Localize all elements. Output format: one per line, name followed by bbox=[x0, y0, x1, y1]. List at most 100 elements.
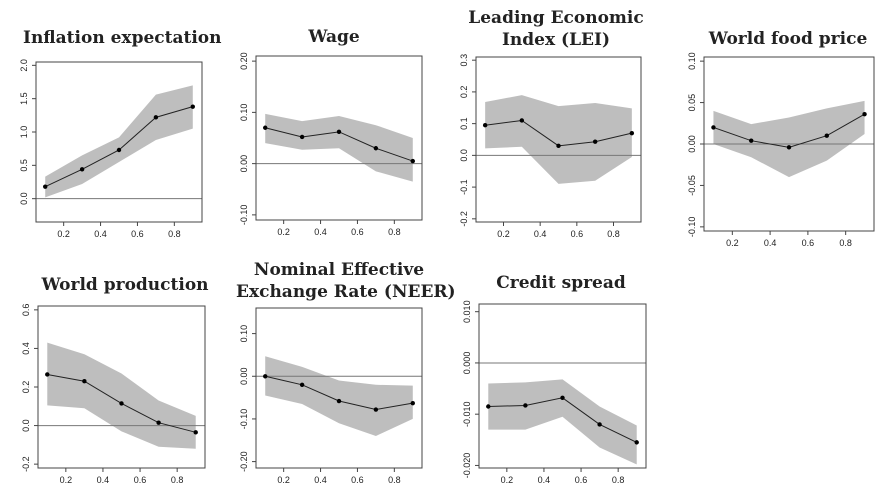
panel-title-inflation-expectation: Inflation expectation bbox=[23, 28, 222, 48]
y-tick-label: -0.05 bbox=[687, 175, 697, 196]
x-tick-label: 0.8 bbox=[388, 227, 401, 237]
x-tick-label: 0.2 bbox=[501, 475, 514, 485]
data-point bbox=[45, 372, 50, 377]
x-tick-label: 0.6 bbox=[575, 475, 588, 485]
x-tick-label: 0.8 bbox=[612, 475, 625, 485]
plot-frame bbox=[475, 56, 642, 223]
y-tick-label: 0.1 bbox=[459, 117, 469, 130]
x-tick-label: 0.4 bbox=[538, 475, 551, 485]
data-point bbox=[410, 158, 415, 164]
y-tick-label: -0.1 bbox=[459, 179, 469, 195]
y-tick-label: -0.10 bbox=[687, 217, 697, 238]
data-point bbox=[486, 404, 491, 409]
y-tick-label: 0.05 bbox=[687, 94, 697, 112]
data-point bbox=[523, 403, 528, 408]
data-point bbox=[79, 167, 85, 172]
y-tick-label: -0.2 bbox=[459, 211, 469, 227]
x-tick-label: 0.6 bbox=[351, 475, 364, 485]
data-point bbox=[629, 130, 635, 136]
y-tick-label: -0.20 bbox=[239, 451, 249, 472]
data-point bbox=[634, 440, 639, 445]
y-tick-label: 0.20 bbox=[239, 52, 249, 70]
data-point bbox=[519, 118, 525, 123]
x-tick-label: 0.2 bbox=[277, 227, 290, 237]
data-point bbox=[592, 139, 598, 144]
panel-title-world-food-price: World food price bbox=[708, 29, 868, 49]
y-tick-label: -0.010 bbox=[462, 401, 472, 427]
x-tick-label: 0.6 bbox=[134, 475, 147, 485]
data-point bbox=[193, 430, 198, 435]
data-point bbox=[482, 123, 488, 128]
y-tick-label: 0.2 bbox=[21, 381, 31, 394]
y-tick-label: -0.2 bbox=[21, 456, 31, 472]
panel-title-lei: Leading Economic Index (LEI) bbox=[468, 8, 644, 50]
y-tick-label: 0.4 bbox=[21, 342, 31, 355]
data-point bbox=[153, 115, 159, 120]
data-point bbox=[336, 129, 342, 135]
x-tick-label: 0.4 bbox=[764, 238, 777, 248]
data-point bbox=[82, 379, 87, 384]
y-tick-label: -0.020 bbox=[462, 453, 472, 479]
panel-title-wage: Wage bbox=[308, 27, 360, 47]
x-tick-label: 0.2 bbox=[497, 229, 510, 239]
y-tick-label: 0.2 bbox=[459, 86, 469, 99]
confidence-band bbox=[485, 95, 632, 184]
data-point bbox=[299, 382, 305, 387]
plot-frame bbox=[35, 61, 203, 223]
x-tick-label: 0.4 bbox=[94, 229, 107, 239]
panel-title-world-production: World production bbox=[41, 275, 209, 295]
data-point bbox=[43, 184, 48, 189]
panel-title-credit-spread: Credit spread bbox=[496, 273, 626, 293]
data-point bbox=[119, 401, 124, 406]
x-tick-label: 0.4 bbox=[314, 227, 327, 237]
panel-title-neer: Nominal Effective Exchange Rate (NEER) bbox=[236, 260, 456, 302]
y-tick-label: 0.10 bbox=[239, 325, 249, 343]
plot-frame bbox=[478, 303, 647, 469]
y-tick-label: 0.0 bbox=[19, 192, 29, 205]
x-tick-label: 0.2 bbox=[57, 229, 70, 239]
data-point bbox=[116, 147, 122, 153]
x-tick-label: 0.8 bbox=[388, 475, 401, 485]
y-tick-label: 0.5 bbox=[19, 159, 29, 172]
data-point bbox=[263, 125, 268, 130]
x-tick-label: 0.8 bbox=[839, 238, 852, 248]
y-tick-label: 0.10 bbox=[687, 52, 697, 70]
data-point bbox=[824, 133, 829, 138]
confidence-band bbox=[488, 379, 637, 465]
data-point bbox=[749, 138, 754, 143]
y-tick-label: 0.10 bbox=[239, 104, 249, 122]
x-tick-label: 0.6 bbox=[802, 238, 815, 248]
data-point bbox=[373, 407, 379, 412]
plot-frame bbox=[255, 55, 423, 221]
x-tick-label: 0.2 bbox=[726, 238, 739, 248]
data-point bbox=[299, 134, 305, 140]
data-point bbox=[263, 374, 268, 379]
data-point bbox=[373, 146, 379, 151]
y-tick-label: 0.3 bbox=[459, 54, 469, 67]
y-tick-label: 0.00 bbox=[687, 135, 697, 153]
data-point bbox=[560, 395, 565, 400]
y-tick-label: -0.10 bbox=[239, 205, 249, 226]
data-point bbox=[597, 422, 602, 427]
x-tick-label: 0.8 bbox=[168, 229, 181, 239]
confidence-band bbox=[713, 100, 865, 178]
data-point bbox=[786, 145, 792, 150]
data-point bbox=[156, 420, 161, 425]
data-point bbox=[410, 400, 415, 406]
y-tick-label: 1.0 bbox=[19, 126, 29, 139]
x-tick-label: 0.6 bbox=[571, 229, 584, 239]
data-point bbox=[190, 104, 195, 109]
x-tick-label: 0.6 bbox=[131, 229, 144, 239]
x-tick-label: 0.8 bbox=[171, 475, 184, 485]
data-point bbox=[711, 125, 716, 130]
y-tick-label: 0.00 bbox=[239, 155, 249, 173]
x-tick-label: 0.4 bbox=[97, 475, 110, 485]
y-tick-label: 0.6 bbox=[21, 304, 31, 317]
x-tick-label: 0.4 bbox=[534, 229, 547, 239]
